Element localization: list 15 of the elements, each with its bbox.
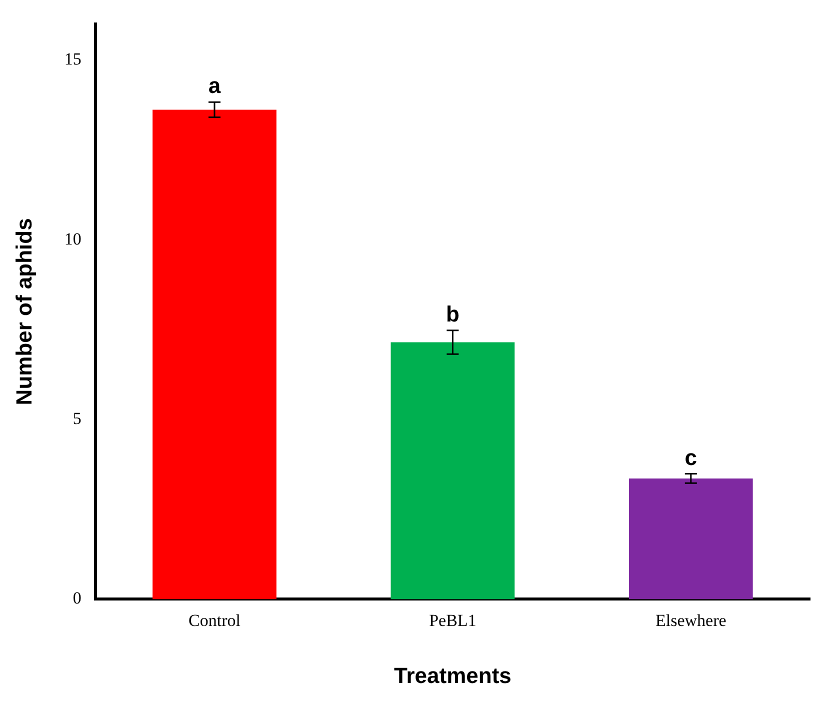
y-tick-label: 10 xyxy=(64,229,82,248)
x-tick-label: Elsewhere xyxy=(655,610,726,630)
bar xyxy=(628,478,753,600)
bar xyxy=(152,110,276,600)
annotation: c xyxy=(684,444,698,470)
bar xyxy=(390,342,515,600)
annotation: b xyxy=(446,301,460,326)
y-tick-label: 15 xyxy=(64,50,82,69)
x-tick-label: PeBL1 xyxy=(429,610,476,630)
annotation: a xyxy=(208,73,222,98)
x-tick-label: Control xyxy=(188,610,241,630)
x-axis-title: Treatments xyxy=(394,662,512,688)
y-tick-label: 5 xyxy=(72,408,82,428)
y-tick-label: 0 xyxy=(72,588,82,608)
y-axis-title: Number of aphids xyxy=(11,218,36,406)
